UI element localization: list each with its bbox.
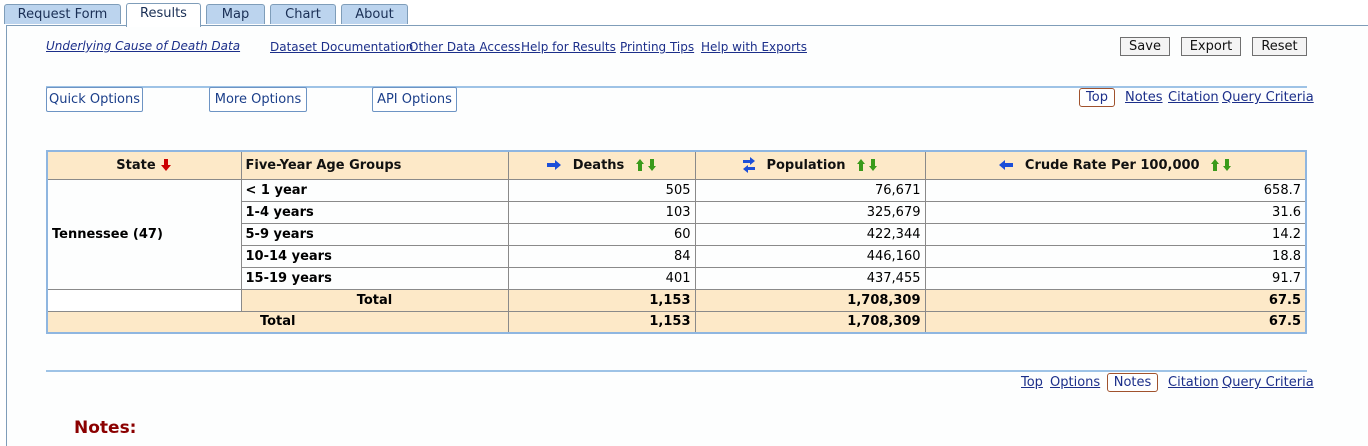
grand-total-deaths: 1,153	[507, 310, 696, 334]
deaths-cell: 103	[507, 200, 696, 224]
age-group-cell: 15-19 years	[240, 266, 509, 290]
tab-about[interactable]: About	[341, 4, 408, 24]
nav-notes-link[interactable]: Notes	[1125, 90, 1163, 105]
rate-cell: 31.6	[924, 200, 1307, 224]
tab-map[interactable]: Map	[206, 4, 265, 24]
table-row: 5-9 years 60 422,344 14.2	[47, 222, 1307, 246]
sort-up-down-icon[interactable]	[635, 158, 657, 172]
nav-top-current[interactable]: Top	[1079, 88, 1115, 107]
help-with-exports-link[interactable]: Help with Exports	[701, 40, 807, 54]
age-group-cell: 10-14 years	[240, 244, 509, 268]
nav-notes-current[interactable]: Notes	[1107, 373, 1158, 392]
header-population-label: Population	[766, 157, 846, 173]
sort-down-red-icon[interactable]	[160, 158, 172, 172]
notes-heading: Notes:	[74, 418, 137, 438]
save-button[interactable]: Save	[1120, 37, 1170, 56]
nav-options-link[interactable]: Options	[1050, 375, 1101, 390]
more-options-button[interactable]: More Options	[209, 87, 307, 112]
header-crude-rate-label: Crude Rate Per 100,000	[1024, 157, 1200, 173]
printing-tips-link[interactable]: Printing Tips	[620, 40, 695, 54]
tab-bar: Request Form Results Map Chart About	[0, 0, 1368, 27]
age-group-cell: 1-4 years	[240, 200, 509, 224]
rate-cell: 18.8	[924, 244, 1307, 268]
population-cell: 446,160	[694, 244, 926, 268]
age-group-cell: < 1 year	[240, 178, 509, 202]
subtotal-rate: 67.5	[924, 288, 1307, 312]
tab-request-form[interactable]: Request Form	[4, 4, 121, 24]
sort-up-down-icon[interactable]	[1210, 158, 1232, 172]
header-age-groups: Five-Year Age Groups	[240, 150, 509, 180]
export-button[interactable]: Export	[1181, 37, 1241, 56]
subtotal-label: Total	[240, 288, 509, 312]
table-row: 1-4 years 103 325,679 31.6	[47, 200, 1307, 224]
nav-query-criteria-link[interactable]: Query Criteria	[1222, 90, 1314, 105]
subtotal-population: 1,708,309	[694, 288, 926, 312]
rate-cell: 91.7	[924, 266, 1307, 290]
grand-total-label: Total	[46, 310, 509, 334]
nav-query-criteria-link[interactable]: Query Criteria	[1222, 375, 1314, 390]
grand-total-rate: 67.5	[924, 310, 1307, 334]
bottom-divider	[46, 370, 1307, 372]
subtotal-deaths: 1,153	[507, 288, 696, 312]
deaths-cell: 505	[507, 178, 696, 202]
subtotal-spacer	[46, 288, 242, 312]
table-row: Tennessee (47) < 1 year 505 76,671 658.7	[46, 178, 1307, 290]
other-data-access-link[interactable]: Other Data Access	[409, 40, 521, 54]
header-state-label: State	[116, 157, 156, 173]
rate-cell: 658.7	[924, 178, 1307, 202]
documentation-link[interactable]: Dataset Documentation	[270, 40, 414, 54]
header-crude-rate[interactable]: Crude Rate Per 100,000	[924, 150, 1307, 180]
age-group-cell: 5-9 years	[240, 222, 509, 246]
results-table: State Five-Year Age Groups Deaths Popula…	[46, 150, 1307, 334]
help-for-results-link[interactable]: Help for Results	[521, 40, 616, 54]
nav-citation-link[interactable]: Citation	[1168, 375, 1219, 390]
reset-button[interactable]: Reset	[1252, 37, 1307, 56]
header-population[interactable]: Population	[694, 150, 926, 180]
grand-total-row: Total 1,153 1,708,309 67.5	[46, 310, 1307, 334]
quick-options-button[interactable]: Quick Options	[46, 87, 143, 112]
population-cell: 422,344	[694, 222, 926, 246]
api-options-button[interactable]: API Options	[372, 87, 457, 112]
dataset-title-link[interactable]: Underlying Cause of Death Data	[46, 39, 241, 53]
header-state[interactable]: State	[46, 150, 242, 180]
state-cell: Tennessee (47)	[46, 178, 242, 290]
nav-citation-link[interactable]: Citation	[1168, 90, 1219, 105]
sort-up-down-icon[interactable]	[856, 158, 878, 172]
header-deaths-label: Deaths	[572, 157, 625, 173]
deaths-cell: 401	[507, 266, 696, 290]
population-cell: 325,679	[694, 200, 926, 224]
arrow-right-icon[interactable]	[546, 159, 562, 171]
header-deaths[interactable]: Deaths	[507, 150, 696, 180]
tab-chart[interactable]: Chart	[270, 4, 336, 24]
deaths-cell: 84	[507, 244, 696, 268]
deaths-cell: 60	[507, 222, 696, 246]
nav-top-link[interactable]: Top	[1021, 375, 1043, 390]
population-cell: 437,455	[694, 266, 926, 290]
table-header-row: State Five-Year Age Groups Deaths Popula…	[46, 150, 1307, 180]
tab-results[interactable]: Results	[126, 3, 201, 27]
population-cell: 76,671	[694, 178, 926, 202]
grand-total-population: 1,708,309	[694, 310, 926, 334]
arrow-left-icon[interactable]	[998, 159, 1014, 171]
top-divider	[46, 86, 1307, 88]
swap-icon[interactable]	[742, 156, 756, 174]
subtotal-row: Total 1,153 1,708,309 67.5	[46, 288, 1307, 312]
rate-cell: 14.2	[924, 222, 1307, 246]
